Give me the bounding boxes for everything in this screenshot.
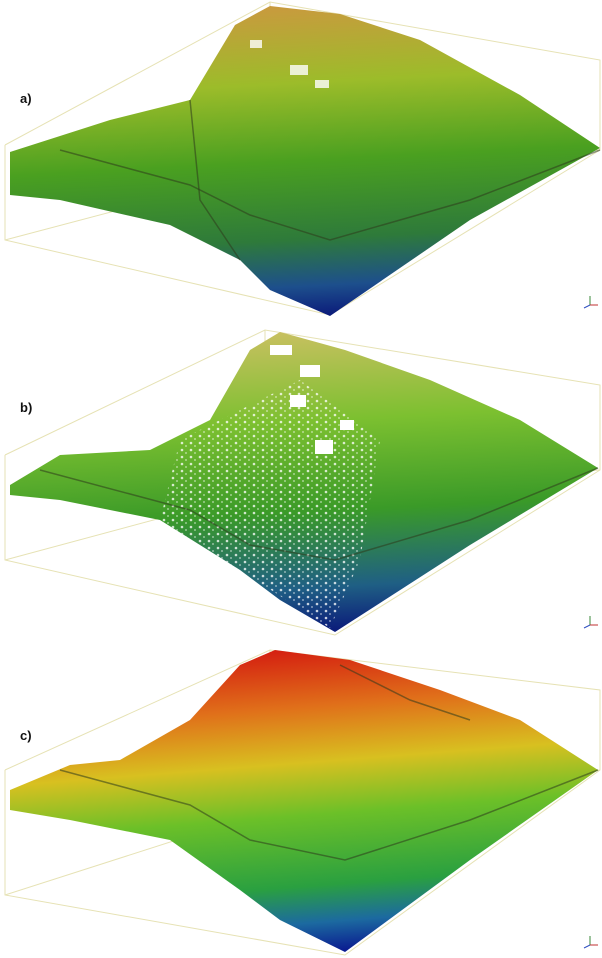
panel-label: b) (20, 400, 32, 415)
axis-triad (584, 296, 598, 948)
panel-a: a) (5, 2, 600, 316)
panel-b: b) (5, 330, 600, 635)
terrain-surface (10, 650, 598, 952)
panel-c: c) (5, 650, 600, 955)
figure: a) b) c) (0, 0, 602, 958)
panel-label: c) (20, 728, 32, 743)
panel-label: a) (20, 91, 32, 106)
